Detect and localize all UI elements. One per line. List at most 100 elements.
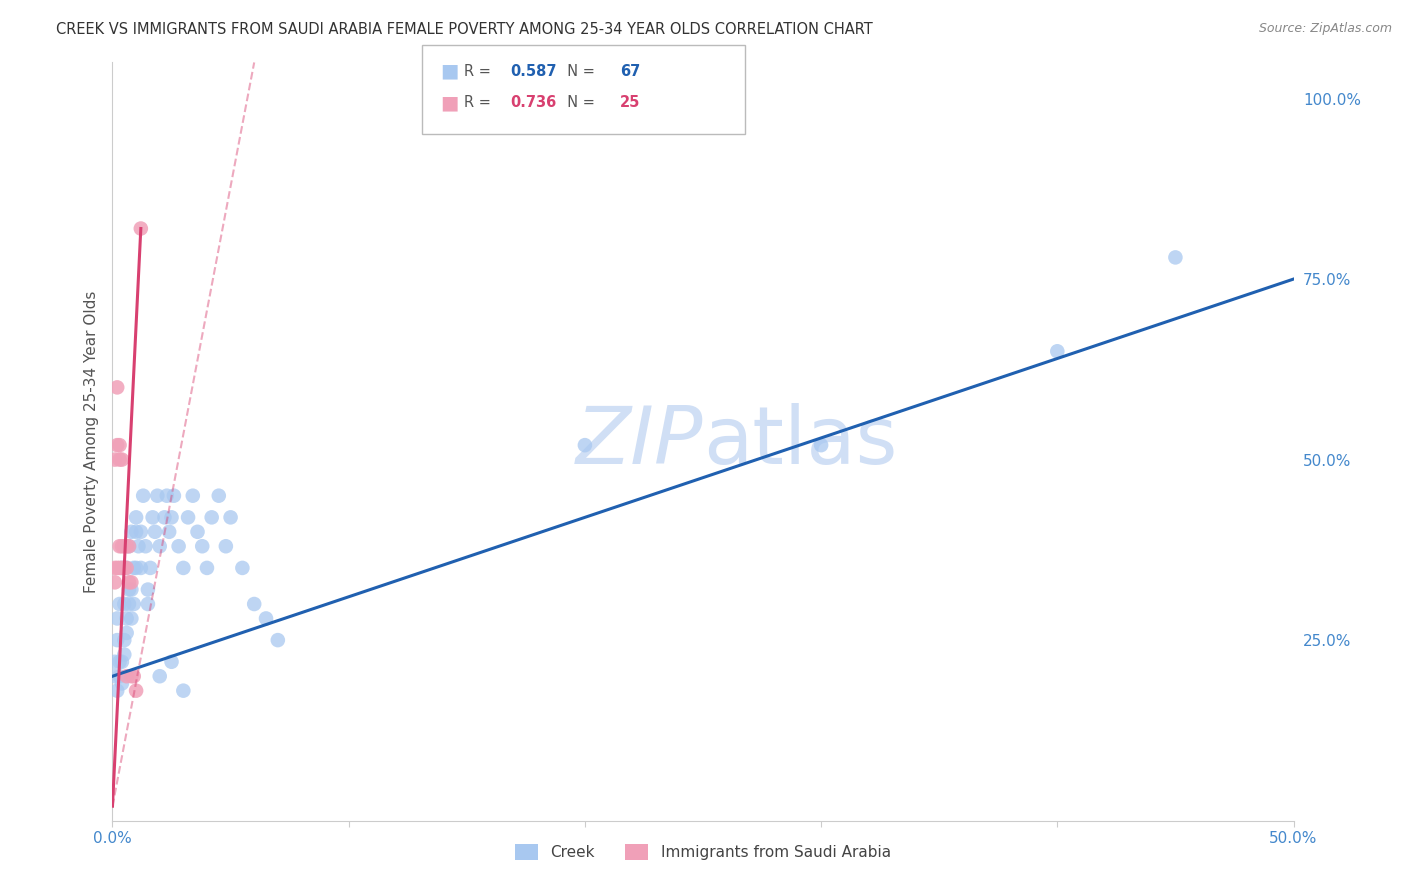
Point [115,561,138,575]
Point [111,561,134,575]
Point [105,561,128,575]
Point [104,561,127,575]
Point [104,655,127,669]
Point [118,582,141,597]
Point [177,510,200,524]
Point [1164,251,1187,265]
Point [111,676,134,690]
Y-axis label: Female Poverty Among 25-34 Year Olds: Female Poverty Among 25-34 Year Olds [83,291,98,592]
Point [201,510,224,524]
Point [118,539,141,553]
Point [172,561,194,575]
Point [115,561,138,575]
Point [120,524,142,539]
Text: 0.587: 0.587 [510,64,557,78]
Point [108,452,131,467]
Point [146,489,169,503]
Point [125,510,148,524]
Text: N =: N = [558,64,600,78]
Point [810,438,832,452]
Point [115,611,138,625]
Point [136,597,159,611]
Point [120,611,142,625]
Point [172,683,194,698]
Point [208,489,231,503]
Point [118,575,141,590]
Point [122,561,145,575]
Point [243,597,266,611]
Point [104,669,127,683]
Point [105,633,128,648]
Text: Source: ZipAtlas.com: Source: ZipAtlas.com [1258,22,1392,36]
Point [132,489,155,503]
Point [215,539,238,553]
Point [112,633,135,648]
Point [219,510,242,524]
Point [143,524,166,539]
Point [118,597,141,611]
Text: CREEK VS IMMIGRANTS FROM SAUDI ARABIA FEMALE POVERTY AMONG 25-34 YEAR OLDS CORRE: CREEK VS IMMIGRANTS FROM SAUDI ARABIA FE… [56,22,873,37]
Point [125,561,148,575]
Text: N =: N = [558,95,600,110]
Point [118,539,141,553]
Text: R =: R = [464,95,495,110]
Point [108,597,131,611]
Point [186,524,208,539]
Point [105,438,128,452]
Point [136,582,159,597]
Point [181,489,204,503]
Point [120,575,142,590]
Point [112,561,135,575]
Point [108,561,131,575]
Point [104,575,127,590]
Text: ■: ■ [440,93,458,112]
Point [129,524,152,539]
Point [111,655,134,669]
Point [108,539,131,553]
Text: R =: R = [464,64,495,78]
Point [115,669,138,683]
Point [112,597,135,611]
Point [104,452,127,467]
Point [153,510,176,524]
Point [120,669,142,683]
Text: 25: 25 [620,95,640,110]
Point [111,561,134,575]
Legend: Creek, Immigrants from Saudi Arabia: Creek, Immigrants from Saudi Arabia [509,838,897,866]
Point [111,452,134,467]
Point [129,561,152,575]
Point [112,539,135,553]
Point [149,539,172,553]
Text: 0.736: 0.736 [510,95,557,110]
Point [574,438,596,452]
Text: 67: 67 [620,64,640,78]
Point [267,633,290,648]
Text: ■: ■ [440,62,458,81]
Point [254,611,277,625]
Point [120,582,142,597]
Point [108,655,131,669]
Point [139,561,162,575]
Point [160,655,183,669]
Point [135,539,157,553]
Point [127,539,149,553]
Point [125,524,148,539]
Point [129,221,152,235]
Point [195,561,218,575]
Point [125,683,148,698]
Point [191,539,214,553]
Point [122,669,145,683]
Point [163,489,186,503]
Point [115,626,138,640]
Point [1046,344,1069,359]
Point [115,539,138,553]
Point [105,380,128,394]
Point [156,489,179,503]
Point [167,539,190,553]
Point [105,683,128,698]
Point [157,524,180,539]
Point [108,438,131,452]
Point [111,539,134,553]
Text: atlas: atlas [703,402,897,481]
Point [231,561,253,575]
